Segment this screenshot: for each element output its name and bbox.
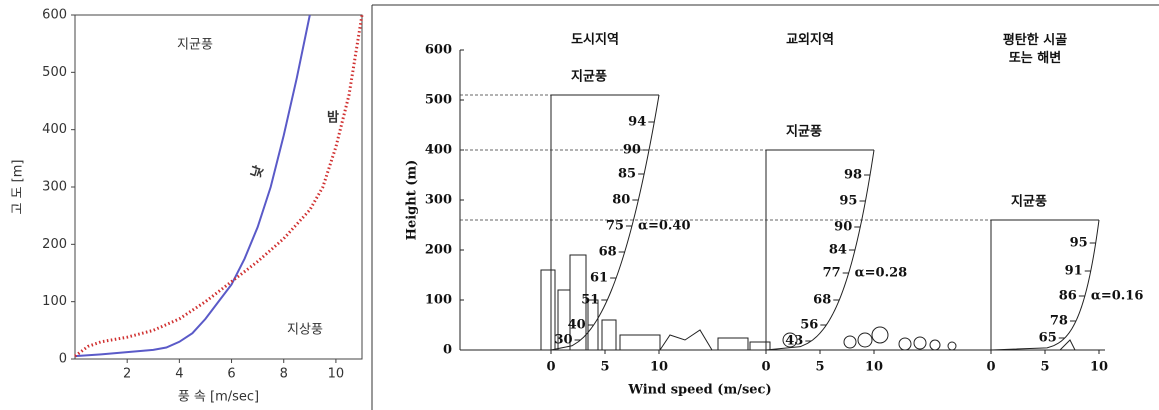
percent-label: 30 — [554, 333, 572, 348]
y-tick-label: 400 — [42, 122, 67, 137]
x-axis-label: Wind speed (m/sec) — [627, 383, 771, 398]
percent-label: 68 — [813, 293, 831, 308]
annotation: 지상풍 — [287, 323, 323, 338]
percent-label: 65 — [1039, 331, 1057, 346]
percent-label: 40 — [568, 318, 586, 333]
figure: 0100200300400500600246810풍 속 [m/sec]고 도 … — [0, 0, 1159, 410]
x-tick-label: 8 — [280, 367, 288, 382]
x-tick-label: 10 — [865, 360, 883, 375]
percent-label: 95 — [1070, 236, 1088, 251]
y-tick-label: 600 — [425, 43, 452, 58]
x-axis-label: 풍 속 [m/sec] — [178, 390, 259, 405]
x-tick-label: 5 — [815, 360, 824, 375]
y-tick-label: 300 — [42, 180, 67, 195]
x-tick-label: 0 — [546, 360, 555, 375]
panel-title: 교외지역 — [786, 32, 834, 48]
percent-label: 68 — [599, 245, 617, 260]
percent-label: 91 — [1065, 264, 1083, 279]
y-tick-label: 100 — [425, 293, 452, 308]
percent-label: 51 — [581, 293, 599, 308]
percent-label: 43 — [785, 334, 803, 349]
series-line — [75, 15, 362, 356]
x-tick-label: 6 — [227, 367, 235, 382]
x-tick-label: 0 — [986, 360, 995, 375]
x-tick-label: 5 — [600, 360, 609, 375]
y-axis-label: Height (m) — [405, 160, 420, 241]
y-tick-label: 300 — [425, 193, 452, 208]
y-tick-label: 600 — [42, 8, 67, 23]
series-line — [75, 15, 310, 356]
y-tick-label: 100 — [42, 294, 67, 309]
percent-label: 80 — [612, 193, 630, 208]
y-tick-label: 0 — [443, 343, 452, 358]
percent-label: 86 — [1059, 289, 1077, 304]
percent-label: 84 — [829, 243, 847, 258]
panel-title: 도시지역 — [571, 32, 619, 48]
x-tick-label: 5 — [1040, 360, 1049, 375]
y-tick-label: 0 — [59, 352, 67, 367]
y-axis-label: 고 도 [m] — [11, 160, 26, 215]
x-tick-label: 2 — [123, 367, 131, 382]
y-tick-label: 200 — [42, 237, 67, 252]
gradient-label: 지균풍 — [1011, 195, 1047, 210]
y-tick-label: 200 — [425, 243, 452, 258]
percent-label: 56 — [800, 318, 818, 333]
x-tick-label: 10 — [1090, 360, 1108, 375]
gradient-label: 지균풍 — [786, 125, 822, 140]
y-tick-label: 500 — [425, 93, 452, 108]
trees — [783, 327, 1075, 350]
percent-label: 61 — [590, 271, 608, 286]
x-tick-label: 4 — [175, 367, 183, 382]
percent-label: 75 — [606, 219, 624, 234]
x-tick-label: 10 — [328, 367, 345, 382]
alpha-label: α=0.28 — [855, 266, 908, 281]
series-label: 낮 — [248, 163, 267, 180]
percent-label: 77 — [823, 266, 841, 281]
alpha-label: α=0.16 — [1091, 289, 1144, 304]
city-buildings — [541, 255, 770, 350]
gradient-label: 지균풍 — [571, 70, 607, 85]
x-tick-label: 10 — [650, 360, 668, 375]
series-label: 밤 — [327, 110, 339, 126]
y-tick-label: 400 — [425, 143, 452, 158]
percent-label: 98 — [844, 168, 862, 183]
alpha-label: α=0.40 — [638, 219, 691, 234]
plot-frame — [75, 15, 362, 359]
percent-label: 90 — [834, 220, 852, 235]
y-tick-label: 500 — [42, 65, 67, 80]
percent-label: 85 — [618, 167, 636, 182]
percent-label: 95 — [839, 194, 857, 209]
annotation: 지균풍 — [177, 38, 213, 53]
x-tick-label: 0 — [761, 360, 770, 375]
percent-label: 78 — [1050, 314, 1068, 329]
percent-label: 94 — [628, 115, 646, 130]
